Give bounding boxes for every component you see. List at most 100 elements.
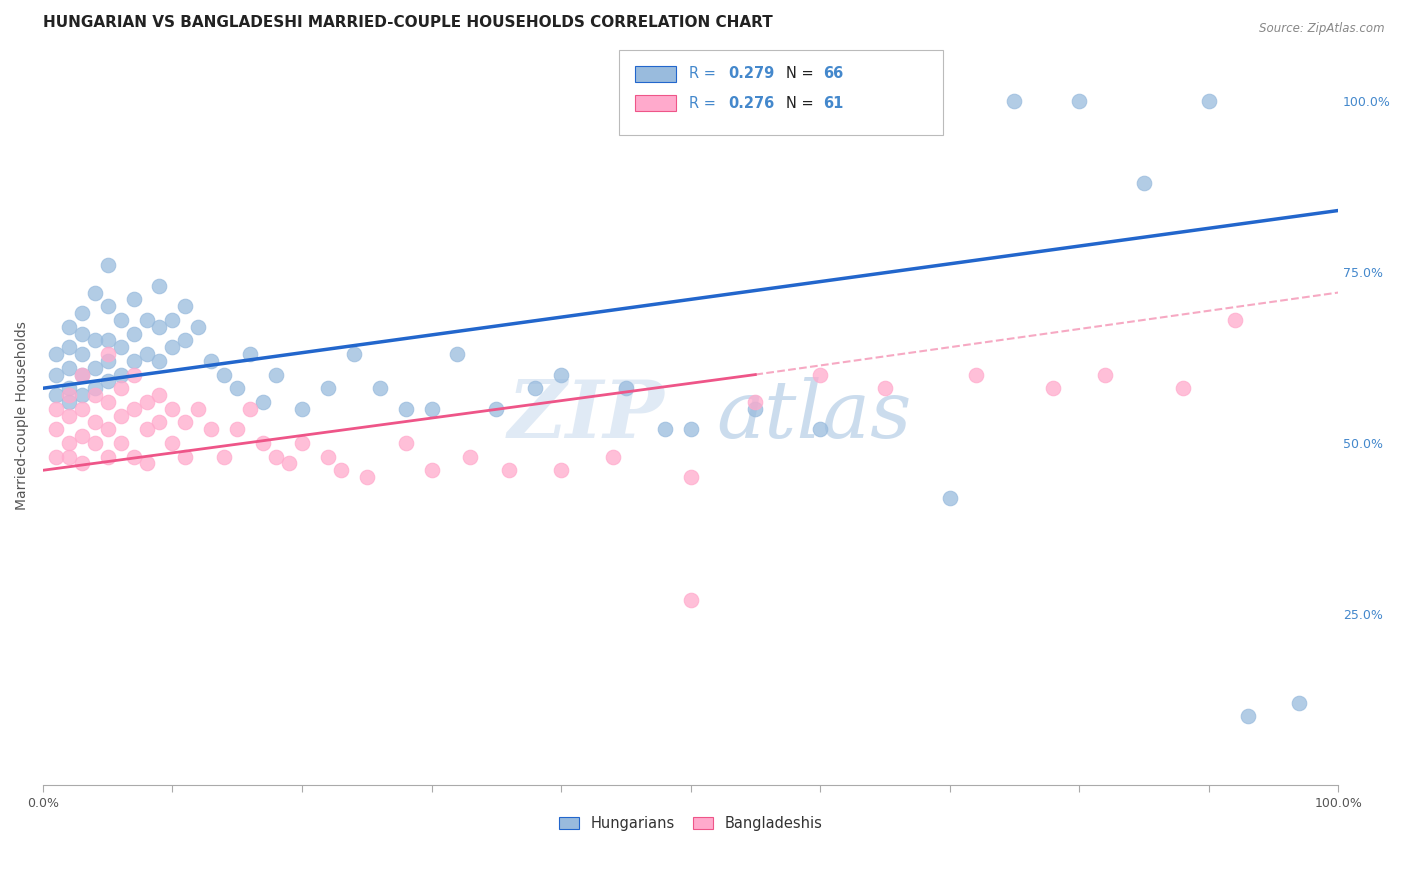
Point [45, 368, 67, 382]
Point [70, 429, 93, 443]
Point [1094, 368, 1116, 382]
Point [83, 388, 105, 402]
Point [110, 313, 132, 327]
Point [343, 347, 366, 361]
Point [135, 347, 157, 361]
Point [45, 450, 67, 464]
Point [394, 401, 416, 416]
Point [200, 354, 222, 368]
Point [148, 278, 170, 293]
Point [110, 436, 132, 450]
Text: N =: N = [786, 66, 818, 81]
Point [97, 258, 120, 272]
Point [174, 334, 197, 348]
Point [135, 395, 157, 409]
Point [1236, 709, 1258, 723]
Point [58, 409, 80, 423]
Point [1042, 381, 1064, 395]
Point [602, 450, 624, 464]
Point [264, 368, 287, 382]
Point [1198, 94, 1220, 108]
Point [70, 388, 93, 402]
Point [110, 381, 132, 395]
Point [110, 409, 132, 423]
Text: 61: 61 [823, 95, 844, 111]
Point [122, 293, 145, 307]
Point [239, 347, 262, 361]
Point [70, 401, 93, 416]
Point [524, 381, 547, 395]
Point [97, 347, 120, 361]
Point [83, 285, 105, 300]
Point [148, 416, 170, 430]
Point [744, 395, 766, 409]
Point [1223, 313, 1246, 327]
Point [135, 422, 157, 436]
Point [485, 401, 508, 416]
Point [252, 436, 274, 450]
Point [135, 457, 157, 471]
Point [83, 381, 105, 395]
Point [252, 395, 274, 409]
Point [83, 436, 105, 450]
Point [174, 299, 197, 313]
Point [122, 354, 145, 368]
Point [226, 422, 249, 436]
Point [291, 401, 314, 416]
Point [97, 334, 120, 348]
Point [239, 401, 262, 416]
Point [1069, 94, 1091, 108]
Point [97, 395, 120, 409]
Point [162, 313, 184, 327]
Point [1288, 696, 1310, 710]
Point [368, 381, 391, 395]
Text: HUNGARIAN VS BANGLADESHI MARRIED-COUPLE HOUSEHOLDS CORRELATION CHART: HUNGARIAN VS BANGLADESHI MARRIED-COUPLE … [44, 15, 773, 30]
Point [1002, 94, 1025, 108]
Point [162, 340, 184, 354]
Text: ZIP: ZIP [508, 376, 665, 454]
Point [122, 450, 145, 464]
Point [162, 401, 184, 416]
Text: atlas: atlas [717, 376, 912, 454]
Point [58, 319, 80, 334]
Y-axis label: Married-couple Households: Married-couple Households [15, 321, 30, 510]
Point [329, 463, 352, 477]
Point [70, 306, 93, 320]
Point [70, 368, 93, 382]
Text: 66: 66 [823, 66, 844, 81]
Point [316, 381, 339, 395]
Point [654, 422, 676, 436]
Point [226, 381, 249, 395]
Point [200, 422, 222, 436]
Point [70, 326, 93, 341]
Point [148, 319, 170, 334]
Point [744, 401, 766, 416]
Point [58, 395, 80, 409]
Text: R =: R = [689, 66, 721, 81]
Point [148, 388, 170, 402]
Point [550, 368, 572, 382]
Point [278, 457, 301, 471]
Point [110, 368, 132, 382]
Point [938, 491, 960, 505]
Point [83, 360, 105, 375]
Point [174, 416, 197, 430]
Point [394, 436, 416, 450]
Point [83, 334, 105, 348]
FancyBboxPatch shape [636, 66, 676, 82]
Point [679, 422, 702, 436]
Point [97, 450, 120, 464]
Point [110, 340, 132, 354]
Point [70, 368, 93, 382]
Text: N =: N = [786, 95, 818, 111]
Text: Source: ZipAtlas.com: Source: ZipAtlas.com [1260, 22, 1385, 36]
Point [679, 470, 702, 484]
Point [264, 450, 287, 464]
Point [212, 368, 235, 382]
Point [550, 463, 572, 477]
Point [212, 450, 235, 464]
Point [97, 299, 120, 313]
Point [1171, 381, 1194, 395]
Point [174, 450, 197, 464]
Point [187, 401, 209, 416]
